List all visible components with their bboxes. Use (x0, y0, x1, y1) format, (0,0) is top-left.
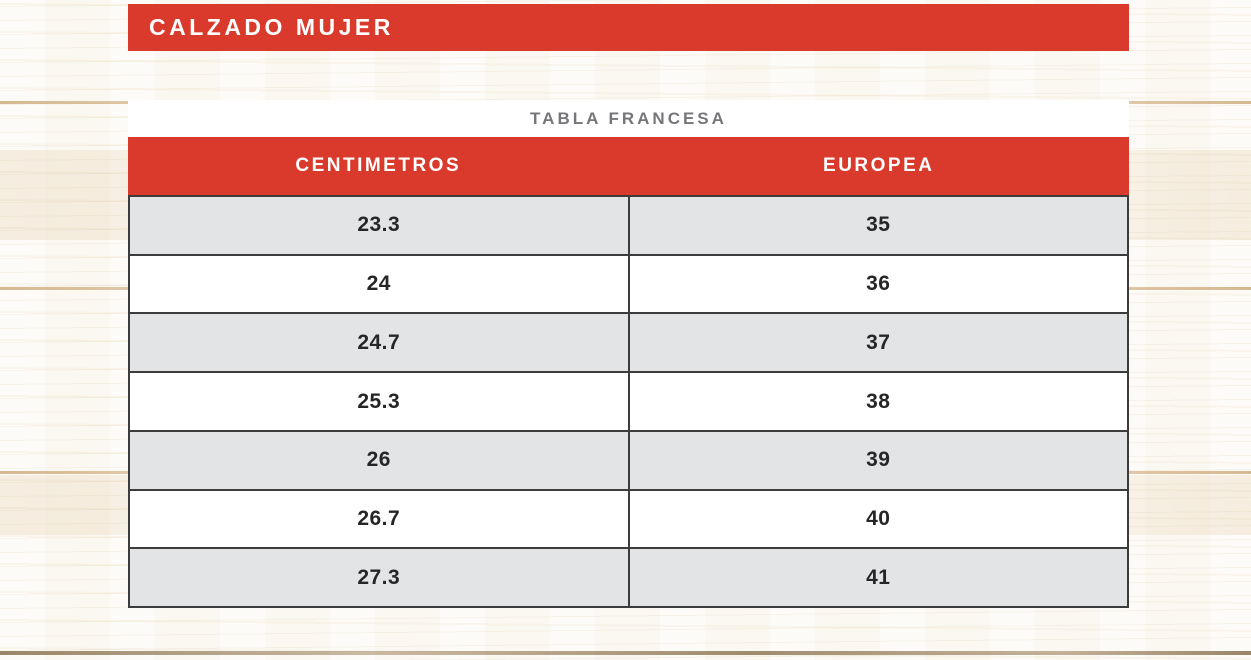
eu-value: 38 (866, 389, 891, 413)
table-body: 23.3 35 24 36 24.7 37 25.3 38 26 39 26.7… (128, 195, 1129, 608)
cm-value: 26.7 (130, 490, 630, 548)
wood-plank-line (0, 651, 1251, 655)
table-row: 24.7 37 (130, 312, 1127, 372)
table-row: 26 39 (130, 429, 1127, 489)
column-header-centimetros: CENTIMETROS (295, 155, 462, 176)
table-row: 24 36 (130, 253, 1127, 313)
eu-value: 39 (866, 448, 891, 472)
eu-value: 37 (866, 330, 891, 354)
table-row: 23.3 35 (130, 197, 1127, 254)
eu-value: 40 (866, 506, 891, 530)
page-title: CALZADO MUJER (149, 14, 394, 40)
eu-value: 35 (866, 213, 891, 237)
column-header-europea: EUROPEA (823, 155, 935, 176)
cm-value: 24.7 (130, 314, 630, 372)
eu-value: 36 (866, 272, 891, 296)
table-row: 25.3 38 (130, 371, 1127, 430)
cm-value: 27.3 (130, 549, 630, 607)
cm-value: 23.3 (130, 197, 630, 254)
size-chart-panel: TABLA FRANCESA CENTIMETROS EUROPEA 23.3 … (128, 100, 1129, 608)
eu-value: 41 (866, 565, 891, 589)
cm-value: 26 (130, 431, 630, 489)
cm-value: 24 (130, 255, 630, 313)
table-title: TABLA FRANCESA (530, 108, 727, 128)
banner: CALZADO MUJER (128, 4, 1129, 51)
table-row: 26.7 40 (130, 488, 1127, 548)
table-row: 27.3 41 (130, 547, 1127, 607)
cm-value: 25.3 (130, 373, 630, 430)
table-header-row: CENTIMETROS EUROPEA (128, 137, 1129, 195)
